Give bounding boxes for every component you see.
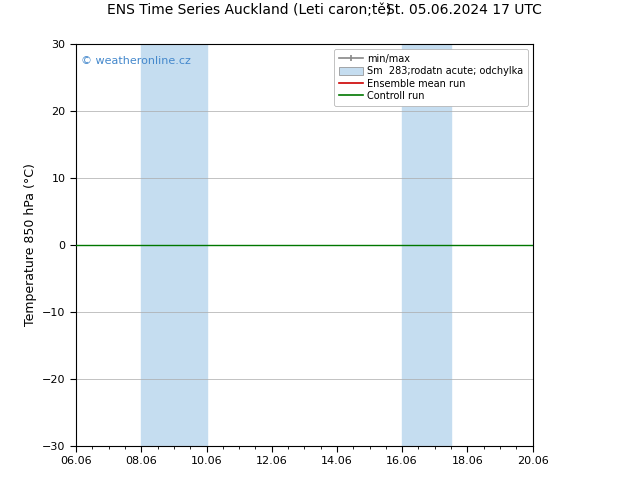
Bar [402,44,451,446]
Y-axis label: Temperature 850 hPa (°C): Temperature 850 hPa (°C) [23,164,37,326]
Bar [141,44,207,446]
Text: © weatheronline.cz: © weatheronline.cz [81,56,191,66]
Text: ENS Time Series Auckland (Leti caron;tě): ENS Time Series Auckland (Leti caron;tě) [107,3,392,17]
Legend: min/max, Sm  283;rodatn acute; odchylka, Ensemble mean run, Controll run: min/max, Sm 283;rodatn acute; odchylka, … [333,49,527,106]
Text: St. 05.06.2024 17 UTC: St. 05.06.2024 17 UTC [386,3,542,17]
